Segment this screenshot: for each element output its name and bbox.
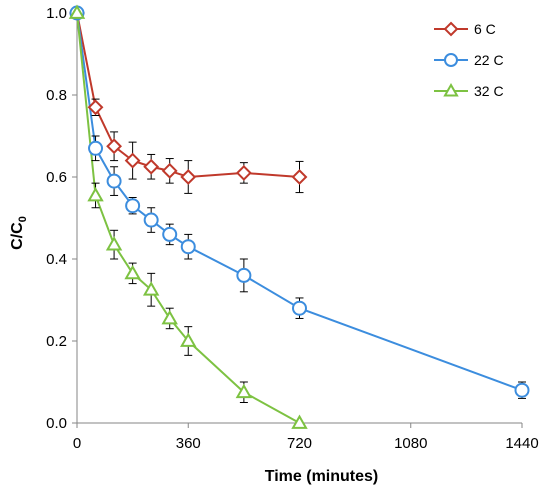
data-point [143, 158, 160, 175]
series-line [76, 12, 523, 392]
data-point [162, 226, 178, 242]
data-point [105, 236, 123, 251]
data-point [106, 173, 122, 189]
data-point [180, 332, 197, 347]
y-tick-label: 0.2 [46, 333, 67, 350]
series-2 [76, 12, 300, 424]
series-0 [76, 12, 300, 179]
data-point [236, 267, 252, 283]
legend-item-0: 6 C [434, 21, 496, 37]
y-axis-title: C/C0 [9, 216, 29, 250]
data-point [124, 152, 141, 169]
data-point [88, 140, 104, 156]
data-point [180, 239, 196, 255]
data-point [143, 212, 159, 228]
data-point [235, 383, 253, 399]
series-errorbars-2 [91, 182, 248, 403]
legend-item-2: 32 C [434, 82, 504, 99]
data-point [292, 300, 307, 316]
y-axis-title-subscript: 0 [17, 216, 29, 222]
x-tick-label: 360 [176, 435, 201, 452]
data-point [106, 138, 122, 155]
x-tick-label: 720 [287, 435, 312, 452]
y-tick-label: 0.6 [46, 169, 67, 186]
ticks: 0.0 0.2 0.4 0.6 0.8 1.0 0 360 720 1080 1440 [46, 5, 539, 452]
y-tick-label: 0.8 [46, 87, 67, 104]
legend: 6 C 22 C 32 C [434, 21, 504, 99]
series-line [76, 12, 300, 424]
y-tick-label: 1.0 [46, 5, 67, 22]
legend-marker [443, 21, 459, 37]
data-point [235, 164, 252, 181]
data-point [125, 198, 141, 214]
series-markers-2 [68, 4, 308, 429]
data-point [291, 414, 308, 429]
x-tick-label: 0 [73, 435, 81, 452]
data-point [124, 264, 141, 280]
series-markers-0 [69, 5, 308, 185]
data-point [161, 162, 178, 179]
axes [76, 13, 522, 424]
data-point [180, 169, 197, 185]
series-layer [68, 4, 530, 429]
legend-item-1: 22 C [434, 52, 504, 68]
y-axis-title-main: C/C [9, 222, 26, 250]
legend-label: 22 C [474, 52, 504, 68]
data-point [161, 309, 178, 325]
x-axis-title: Time (minutes) [265, 468, 379, 485]
data-point [142, 281, 160, 296]
legend-marker [444, 53, 458, 67]
legend-marker [443, 82, 459, 97]
series-markers-1 [69, 5, 530, 398]
y-tick-label: 0.4 [46, 251, 67, 268]
x-tick-label: 1080 [394, 435, 427, 452]
series-errorbars-1 [91, 135, 526, 399]
y-tick-label: 0.0 [46, 415, 67, 432]
series-errorbars-0 [91, 98, 304, 194]
data-point [68, 4, 86, 19]
data-point [87, 186, 104, 202]
data-point [291, 169, 308, 185]
data-point [514, 382, 530, 398]
data-point [87, 99, 104, 116]
x-tick-label: 1440 [505, 435, 538, 452]
series-line [76, 12, 300, 179]
legend-label: 32 C [474, 83, 504, 99]
legend-label: 6 C [474, 21, 496, 37]
series-1 [76, 12, 523, 392]
